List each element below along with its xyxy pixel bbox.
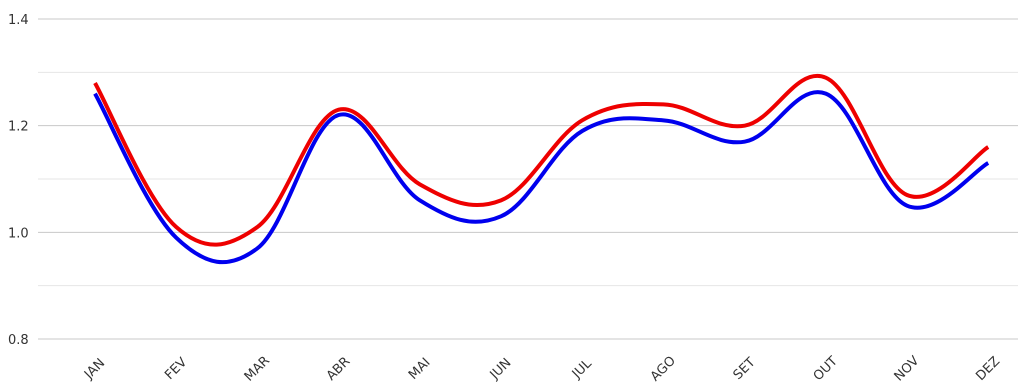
x-tick-label: JUN	[487, 356, 515, 384]
x-tick-label: JAN	[81, 356, 108, 383]
x-tick-label: NOV	[892, 354, 923, 385]
grid-lines	[38, 18, 1018, 340]
x-tick-label: OUT	[811, 354, 841, 384]
series-line-1	[93, 90, 990, 265]
y-tick-label: 1.2	[8, 120, 29, 135]
y-tick-label: 0.8	[8, 333, 29, 348]
series-lines	[93, 73, 990, 265]
x-tick-label: FEV	[162, 355, 190, 383]
x-tick-label: MAR	[242, 353, 273, 384]
x-tick-label: MAI	[406, 355, 434, 383]
x-tick-label: AGO	[648, 353, 679, 384]
series-line-2	[93, 73, 990, 247]
y-tick-label: 1.0	[8, 226, 29, 241]
y-axis-tick-labels: 0.8 1.0 1.2 1.4	[8, 13, 29, 348]
x-axis-tick-labels: JAN FEV MAR ABR MAI JUN JUL AGO SET OUT NOV DEZ	[81, 353, 1003, 384]
y-tick-label: 1.4	[8, 13, 29, 28]
x-tick-label: DEZ	[973, 354, 1003, 384]
x-tick-label: JUL	[569, 356, 595, 382]
x-tick-label: SET	[731, 355, 759, 383]
x-tick-label: ABR	[324, 354, 354, 384]
